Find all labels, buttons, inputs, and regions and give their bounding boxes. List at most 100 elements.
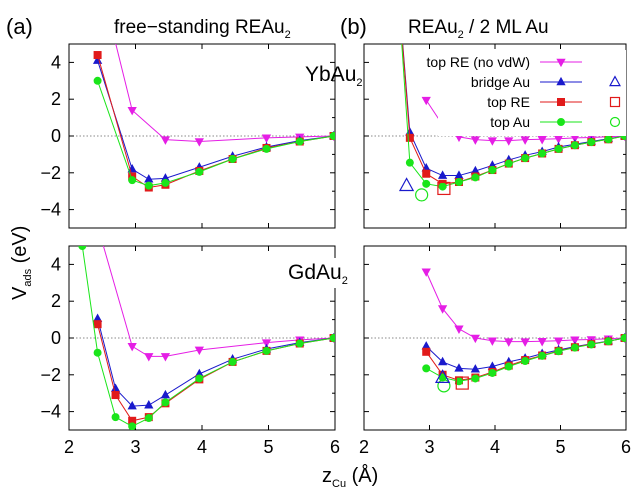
y-tick-label: 2 (51, 89, 61, 109)
panel-b-label: (b) (340, 14, 367, 39)
data-point-top_re_novdw (127, 106, 137, 116)
y-tick-label: −4 (40, 402, 61, 422)
material-label-gdau2-main: GdAu (288, 261, 342, 284)
panel-a-label: (a) (6, 14, 33, 39)
data-point-top_re_novdw (454, 325, 464, 334)
data-point-top_re_novdw (470, 334, 480, 344)
legend-open-marker-bridge_au (609, 75, 621, 87)
data-point-bridge_au (127, 400, 137, 410)
x-axis-label-unit: (Å) (346, 464, 378, 487)
data-point-top_re_novdw (437, 305, 448, 314)
y-tick-label: 4 (51, 254, 61, 274)
data-point-top_au (554, 144, 563, 153)
y-axis-label-main: V (9, 286, 31, 300)
data-point-top_au (295, 137, 304, 146)
data-point-top_au (161, 398, 170, 407)
material-label-gdau2-sub: 2 (342, 275, 348, 287)
material-label-ybau2: YbAu2 (304, 59, 363, 89)
data-point-top_au (604, 135, 613, 144)
panel-b-title-sub: 2 (458, 29, 464, 41)
data-point-top_re_novdw (78, 170, 86, 177)
data-point-top_au (144, 414, 153, 423)
data-point-top_au (570, 141, 579, 150)
data-point-top_au (620, 334, 626, 342)
series-group (92, 44, 335, 192)
legend-label-top_re: top RE (487, 94, 530, 110)
data-point-top_re (405, 133, 414, 142)
data-point-top_re (93, 51, 102, 60)
data-point-top_re_novdw (553, 337, 564, 346)
data-point-top_re (422, 169, 431, 178)
data-point-top_au (228, 154, 237, 163)
data-point-bridge_au (160, 389, 171, 399)
data-point-top_au (128, 422, 137, 430)
x-tick-label: 2 (359, 437, 369, 457)
legend-marker-top_re (557, 98, 566, 107)
data-point-top_au (521, 154, 530, 163)
data-point-bridge_au (454, 363, 464, 372)
data-point-top_re_novdw (194, 346, 204, 356)
data-point-top_au (422, 179, 431, 188)
data-point-top_au (78, 246, 87, 250)
series-line-bridge_au (97, 60, 334, 180)
y-axis-label: Vads (eV) (9, 226, 34, 300)
legend-label-bridge_au: bridge Au (471, 74, 530, 90)
data-point-top_au (228, 357, 237, 366)
panel-a-title: free−standing REAu2 (114, 17, 291, 41)
data-point-bridge_au (144, 400, 154, 409)
open-marker-top_au (437, 379, 451, 393)
svg-text:YbAu2: YbAu2 (305, 63, 363, 89)
legend-open-marker-top_re (609, 96, 621, 108)
data-point-top_au (144, 181, 153, 190)
data-point-top_re (422, 347, 431, 356)
data-point-top_re_novdw (261, 134, 272, 143)
subplot-a-bot: 2 3 4 5 6 4 2 0 −2 −4 (40, 170, 340, 457)
legend-marker-top_au (557, 118, 566, 127)
data-point-top_au (488, 166, 497, 175)
data-point-top_au (570, 343, 579, 352)
data-point-top_au (587, 340, 596, 349)
data-point-top_au (604, 337, 613, 346)
data-point-top_re_novdw (520, 338, 530, 347)
subplot-b-bot: 2 3 4 5 6 (359, 245, 631, 457)
data-point-top_re_novdw (144, 353, 154, 362)
data-point-top_re_novdw (520, 136, 530, 145)
material-label-gdau2: GdAu2 (286, 258, 362, 288)
data-point-top_re_novdw (570, 336, 580, 345)
legend-label-top_re_novdw: top RE (no vdW) (427, 54, 530, 70)
data-point-top_au (504, 362, 513, 371)
data-point-top_au (405, 158, 414, 167)
x-tick-label: 6 (330, 437, 340, 457)
data-point-top_re_novdw (194, 138, 204, 147)
series-line-bridge_au (97, 318, 334, 407)
data-point-top_re (93, 320, 102, 329)
svg-text:GdAu2: GdAu2 (288, 261, 348, 287)
y-tick-label: 4 (51, 52, 61, 72)
legend-background (438, 50, 626, 136)
material-label-ybau2-main: YbAu (305, 63, 356, 86)
series-line-top_re_novdw (425, 271, 625, 343)
data-point-top_au (554, 347, 563, 356)
data-point-top_au (262, 346, 271, 355)
data-point-top_re_novdw (504, 338, 514, 347)
panel-b-title-rest: / 2 ML Au (464, 17, 549, 38)
open-marker-bridge_au (398, 177, 415, 192)
open-marker-top_re (437, 181, 451, 196)
data-point-top_au (295, 339, 304, 348)
data-point-top_re_novdw (160, 136, 171, 145)
series-group (78, 170, 335, 430)
data-point-top_au (504, 159, 513, 168)
data-point-top_au (488, 368, 497, 377)
y-tick-label: −2 (40, 365, 61, 385)
data-point-top_au (161, 178, 170, 187)
data-point-top_au (262, 144, 271, 153)
legend-open-marker-top_au (609, 116, 621, 128)
x-tick-label: 5 (263, 437, 273, 457)
data-point-top_re_novdw (261, 339, 272, 348)
data-point-top_re_novdw (127, 342, 137, 352)
data-point-bridge_au (144, 174, 154, 183)
data-point-top_re_novdw (537, 136, 547, 145)
data-point-top_au (128, 176, 137, 185)
